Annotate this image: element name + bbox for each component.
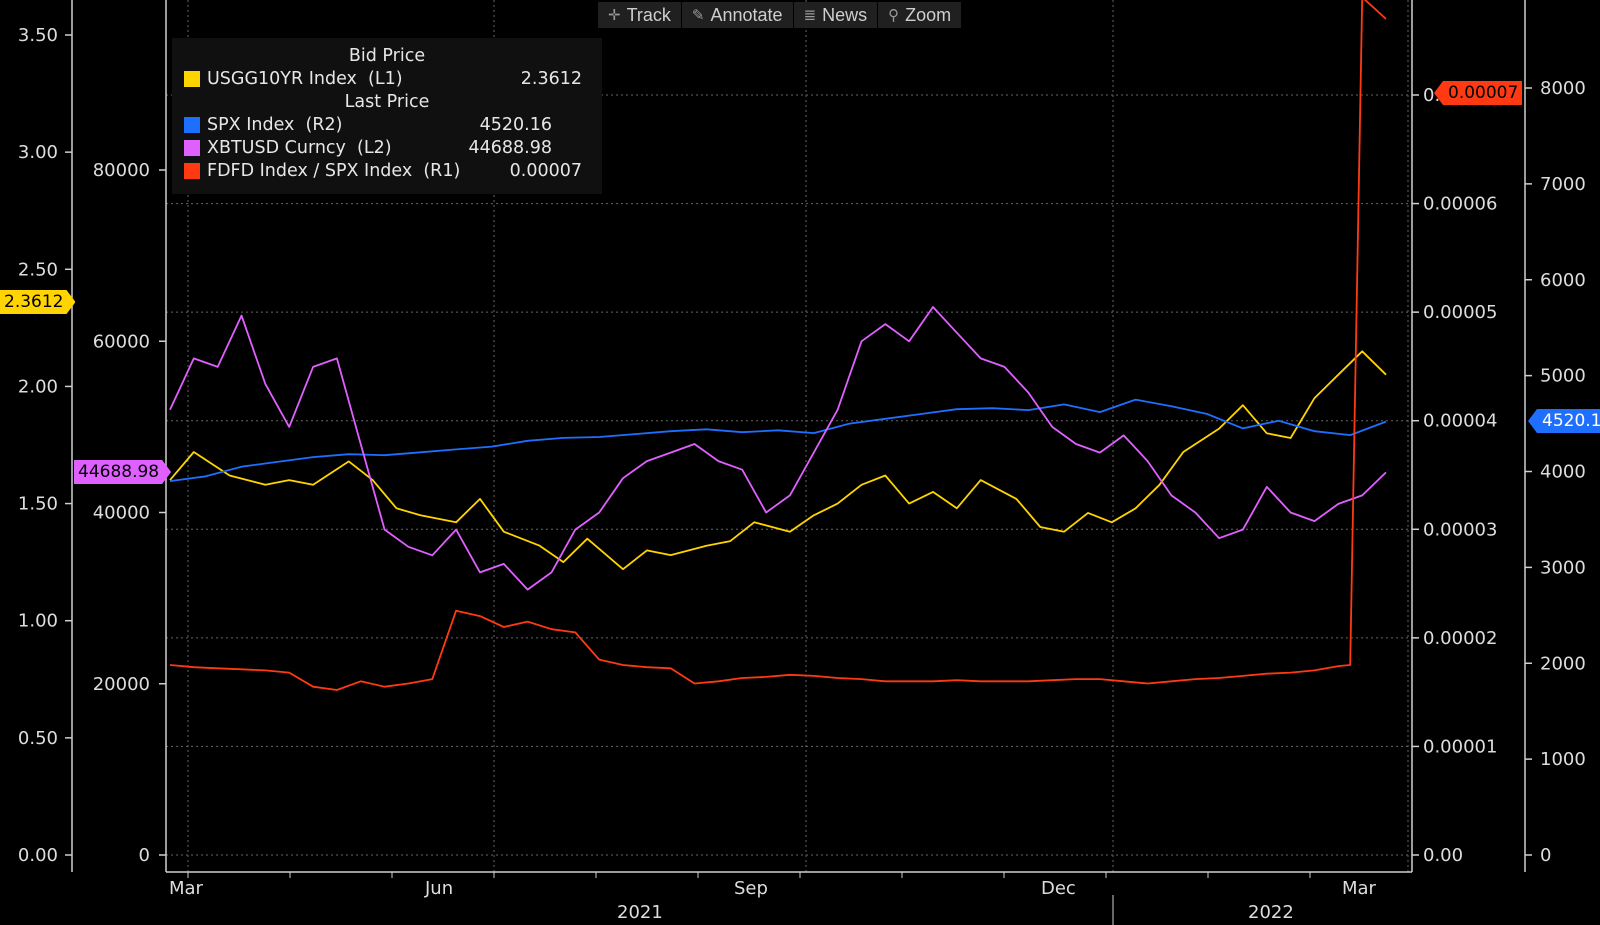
legend-name: XBTUSD Curncy (L2) bbox=[207, 138, 392, 158]
flag-fdfd-last: 0.00007 bbox=[1434, 81, 1523, 105]
axes: 0.000.501.001.502.002.503.003.5002000040… bbox=[18, 0, 1586, 925]
series-line-usgg10yr bbox=[169, 350, 1387, 571]
legend-value: 44688.98 bbox=[468, 138, 552, 158]
series-lines bbox=[169, 0, 1387, 691]
legend-name: FDFD Index / SPX Index (R1) bbox=[207, 161, 461, 181]
zoom-label: Zoom bbox=[905, 4, 952, 25]
l1-tick-label: 0.50 bbox=[18, 728, 58, 749]
x-year-label: 2022 bbox=[1248, 902, 1294, 923]
magnifier-icon: ⚲ bbox=[888, 7, 900, 24]
legend-value: 0.00007 bbox=[509, 161, 582, 181]
r2-tick-label: 5000 bbox=[1540, 366, 1586, 387]
x-tick-label: Sep bbox=[734, 878, 768, 899]
l1-tick-label: 1.50 bbox=[18, 494, 58, 515]
flag-spx-last: 4520.16 bbox=[1528, 409, 1600, 433]
legend-row-xbt[interactable]: XBTUSD Curncy (L2) 44688.98 bbox=[184, 137, 582, 159]
legend-header-last: Last Price bbox=[344, 92, 430, 112]
legend-swatch bbox=[184, 163, 200, 179]
series-line-xbtusd bbox=[169, 306, 1387, 591]
r1-tick-label: 0.00 bbox=[1423, 845, 1463, 866]
zoom-button[interactable]: ⚲ Zoom bbox=[878, 2, 963, 28]
legend-swatch bbox=[184, 71, 200, 87]
series-line-spx bbox=[169, 398, 1387, 482]
l1-tick-label: 2.00 bbox=[18, 376, 58, 397]
r2-tick-label: 1000 bbox=[1540, 749, 1586, 770]
legend-value: 4520.16 bbox=[479, 115, 552, 135]
legend-row-usgg[interactable]: USGG10YR Index (L1) 2.3612 bbox=[184, 68, 582, 90]
legend-swatch bbox=[184, 117, 200, 133]
r1-tick-label: 0.00001 bbox=[1423, 736, 1497, 757]
legend-header-bid: Bid Price bbox=[348, 46, 426, 66]
r2-tick-label: 6000 bbox=[1540, 270, 1586, 291]
legend-swatch bbox=[184, 140, 200, 156]
annotate-label: Annotate bbox=[710, 4, 783, 25]
l2-tick-label: 20000 bbox=[93, 674, 150, 695]
l1-tick-label: 0.00 bbox=[18, 845, 58, 866]
track-label: Track bbox=[626, 4, 671, 25]
chart-legend: Bid Price USGG10YR Index (L1) 2.3612 Las… bbox=[172, 38, 602, 194]
r2-tick-label: 7000 bbox=[1540, 174, 1586, 195]
r2-tick-label: 4000 bbox=[1540, 462, 1586, 483]
annotate-button[interactable]: ✎ Annotate bbox=[681, 2, 794, 28]
legend-value: 2.3612 bbox=[520, 69, 582, 89]
crosshair-icon: ✛ bbox=[608, 7, 621, 24]
flag-xbt-last: 44688.98 bbox=[74, 460, 171, 484]
r2-tick-label: 3000 bbox=[1540, 557, 1586, 578]
l2-tick-label: 80000 bbox=[93, 160, 150, 181]
legend-row-fdfd[interactable]: FDFD Index / SPX Index (R1) 0.00007 bbox=[184, 160, 582, 182]
pencil-icon: ✎ bbox=[691, 7, 705, 24]
x-tick-label: Jun bbox=[425, 878, 454, 899]
flag-usgg-last: 2.3612 bbox=[0, 290, 75, 314]
r1-tick-label: 0.00003 bbox=[1423, 519, 1497, 540]
l2-tick-label: 0 bbox=[139, 845, 150, 866]
r1-tick-label: 0.00002 bbox=[1423, 628, 1497, 649]
news-label: News bbox=[822, 4, 868, 25]
r1-tick-label: 0.00006 bbox=[1423, 194, 1497, 215]
r2-tick-label: 2000 bbox=[1540, 653, 1586, 674]
x-year-label: 2021 bbox=[617, 902, 663, 923]
r1-tick-label: 0.00004 bbox=[1423, 411, 1497, 432]
x-tick-label: Mar bbox=[169, 878, 203, 899]
series-line-fdfd bbox=[169, 0, 1387, 691]
r1-tick-label: 0.00005 bbox=[1423, 302, 1497, 323]
l2-tick-label: 60000 bbox=[93, 331, 150, 352]
news-icon: ≣ bbox=[803, 7, 817, 24]
x-tick-label: Mar bbox=[1342, 878, 1376, 899]
r2-tick-label: 8000 bbox=[1540, 78, 1586, 99]
l1-tick-label: 3.50 bbox=[18, 25, 58, 46]
l1-tick-label: 3.00 bbox=[18, 142, 58, 163]
l1-tick-label: 2.50 bbox=[18, 259, 58, 280]
news-button[interactable]: ≣ News bbox=[793, 2, 879, 28]
legend-name: SPX Index (R2) bbox=[207, 115, 343, 135]
l2-tick-label: 40000 bbox=[93, 503, 150, 524]
track-button[interactable]: ✛ Track bbox=[598, 2, 682, 28]
x-tick-label: Dec bbox=[1041, 878, 1076, 899]
l1-tick-label: 1.00 bbox=[18, 611, 58, 632]
r2-tick-label: 0 bbox=[1540, 845, 1551, 866]
chart-toolbar: ✛ Track ✎ Annotate ≣ News ⚲ Zoom bbox=[598, 2, 963, 28]
legend-name: USGG10YR Index (L1) bbox=[207, 69, 403, 89]
legend-row-spx[interactable]: SPX Index (R2) 4520.16 bbox=[184, 114, 582, 136]
